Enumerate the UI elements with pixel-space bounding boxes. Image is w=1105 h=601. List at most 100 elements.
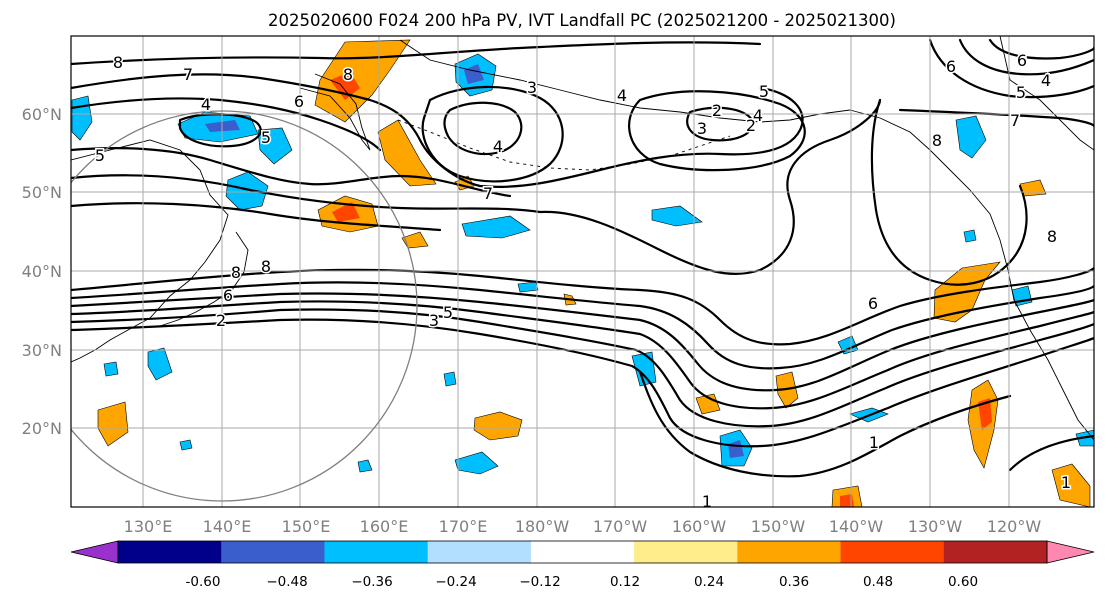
pv-contour-jet xyxy=(71,292,1094,392)
map-panel: 8 7 6 5 4 5 8 4 4 3 2 3 5 2 4 7 8 8 6 2 … xyxy=(71,36,1094,511)
contour-label: 6 xyxy=(223,286,233,305)
pv-contour-jet xyxy=(71,318,1094,448)
pv-contour-upper-right xyxy=(898,108,1094,128)
pv-negative-region xyxy=(963,229,977,243)
lon-tick-label: 160°E xyxy=(360,517,409,536)
contour-label: 6 xyxy=(1017,51,1027,70)
colorbar-cell xyxy=(943,541,1048,563)
pv-contours xyxy=(71,38,1094,478)
lat-tick-label: 30°N xyxy=(22,341,62,360)
pv-positive-region xyxy=(473,411,523,441)
contour-label: 4 xyxy=(617,86,627,105)
pv-negative-region xyxy=(651,205,703,227)
pv-contour-upper-right xyxy=(928,38,1094,99)
lon-tick-label: 170°E xyxy=(439,517,488,536)
pv-contour-upper-right xyxy=(988,38,1094,60)
lon-tick-label: 170°W xyxy=(593,517,648,536)
colorbar: -0.60 −0.48 −0.36 −0.24 −0.12 0.12 0.24 … xyxy=(70,540,1095,590)
lat-tick-label: 40°N xyxy=(22,262,62,281)
lon-tick-label: 160°W xyxy=(672,517,727,536)
lon-tick-label: 180°W xyxy=(515,517,570,536)
contour-label: 6 xyxy=(868,294,878,313)
colorbar-tick-label: 0.24 xyxy=(694,574,724,590)
pv-contour-loop xyxy=(443,101,523,156)
lat-tick-label: 60°N xyxy=(22,105,62,124)
colorbar-cell xyxy=(427,541,532,563)
pv-contour-1 xyxy=(638,370,1012,478)
pv-negative-region xyxy=(103,361,119,377)
pv-negative-region xyxy=(631,351,657,387)
pv-contour-loop xyxy=(421,85,564,183)
coastline-alaska xyxy=(399,39,851,123)
pv-contour xyxy=(71,147,512,198)
lon-tick-label: 130°W xyxy=(908,517,963,536)
pv-positive-core xyxy=(332,202,360,222)
colorbar-cell xyxy=(118,541,222,563)
coastlines xyxy=(71,36,1094,441)
pv-contour-upper-right xyxy=(958,38,1094,76)
contour-label: 5 xyxy=(759,82,769,101)
pv-contour xyxy=(71,174,542,214)
colorbar-tick-label: 0.60 xyxy=(948,574,978,590)
pv-positive-region xyxy=(695,393,721,415)
contour-label: 3 xyxy=(697,119,707,138)
pv-anomaly-shading xyxy=(71,39,1094,507)
contour-label: 3 xyxy=(527,78,537,97)
contour-label: 8 xyxy=(113,53,123,72)
pv-positive-core xyxy=(978,398,992,430)
colorbar-tick-label: 0.48 xyxy=(863,574,893,590)
pv-negative-region xyxy=(147,347,173,381)
coastline-japan xyxy=(159,231,249,327)
lat-tick-label: 50°N xyxy=(22,183,62,202)
contour-label: 4 xyxy=(1041,71,1051,90)
lon-tick-label: 130°E xyxy=(124,517,173,536)
contour-label: 4 xyxy=(493,137,503,156)
colorbar-cell xyxy=(634,541,738,563)
map-title: 2025020600 F024 200 hPa PV, IVT Landfall… xyxy=(268,11,896,30)
colorbar-tick-label: −0.12 xyxy=(519,574,560,590)
pv-contour-jet xyxy=(71,266,1094,346)
pv-positive-region xyxy=(314,39,411,123)
contour-label: 5 xyxy=(261,128,271,147)
contour-label: 5 xyxy=(443,303,453,322)
contour-label: 3 xyxy=(429,311,439,330)
contour-label: 6 xyxy=(946,57,956,76)
map-frame xyxy=(70,35,1095,508)
pv-contour xyxy=(71,73,804,188)
lon-tick-label: 150°W xyxy=(751,517,806,536)
contour-label: 4 xyxy=(753,106,763,125)
lon-tick-label: 120°W xyxy=(987,517,1042,536)
contour-label: 7 xyxy=(183,65,193,84)
colorbar-frame xyxy=(117,540,1048,564)
pv-negative-region xyxy=(443,371,457,387)
colorbar-cell xyxy=(221,541,325,563)
colorbar-tick-label: −0.48 xyxy=(266,574,307,590)
colorbar-cells xyxy=(70,540,1095,564)
colorbar-tick-label: −0.24 xyxy=(435,574,476,590)
contour-label: 8 xyxy=(932,131,942,150)
contour-label: 8 xyxy=(231,263,241,282)
contour-label: 2 xyxy=(216,311,226,330)
pv-positive-core xyxy=(840,494,854,507)
contour-label: 7 xyxy=(1010,111,1020,130)
coastline-kamchatka xyxy=(299,73,371,151)
pv-negative-region xyxy=(461,215,531,239)
coastline-asia xyxy=(71,139,229,363)
contour-labels: 8 7 6 5 4 5 8 4 4 3 2 3 5 2 4 7 8 8 6 2 … xyxy=(93,50,1072,511)
colorbar-tick-label: −0.36 xyxy=(351,574,392,590)
contour-label: 2 xyxy=(712,101,722,120)
pv-negative-region xyxy=(517,281,539,293)
colorbar-cell xyxy=(324,541,429,563)
pv-contour-jet xyxy=(71,308,1094,428)
colorbar-cell xyxy=(737,541,842,563)
contour-label: 1 xyxy=(702,492,712,511)
contour-label: 5 xyxy=(1016,83,1026,102)
contour-label: 8 xyxy=(261,257,271,276)
radius-circle xyxy=(71,110,418,502)
pv-positive-region xyxy=(97,401,129,447)
contour-label: 1 xyxy=(869,433,879,452)
lat-tick-label: 20°N xyxy=(22,419,62,438)
colorbar-ticks: -0.60 −0.48 −0.36 −0.24 −0.12 0.12 0.24 … xyxy=(186,574,979,590)
colorbar-cell xyxy=(530,541,635,563)
